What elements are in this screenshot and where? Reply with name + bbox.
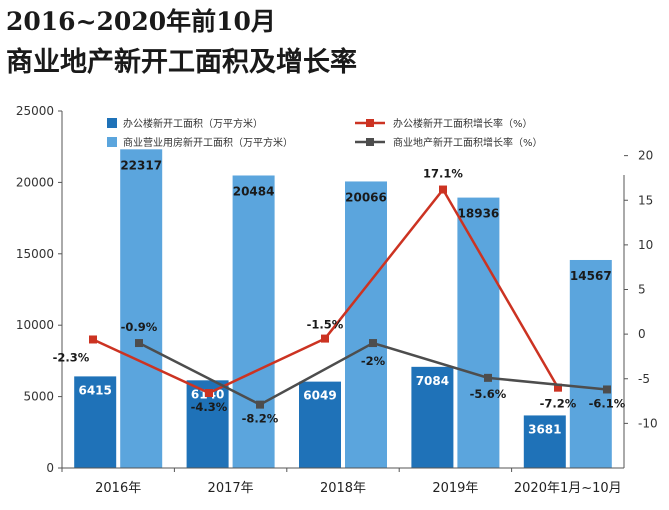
commercial-bar: [345, 181, 387, 468]
right-tick-label: 20: [638, 149, 653, 163]
commercial-growth-marker: [135, 339, 143, 348]
x-tick-label: 2016年: [95, 481, 141, 496]
office-bar: [299, 381, 341, 468]
commercial-bar: [457, 197, 500, 468]
office-bar-label: 6415: [78, 383, 111, 397]
x-tick-label: 2019年: [432, 481, 478, 496]
legend: 办公楼新开工面积（万平方米） 商业营业用房新开工面积（万平方米） 办公楼新开工面积增…: [107, 117, 543, 149]
legend-marker: [366, 119, 374, 127]
commercial-growth-label: -0.9%: [121, 320, 158, 334]
office-growth-marker: [439, 185, 447, 194]
legend-label: 办公楼新开工面积增长率（%）: [393, 117, 533, 130]
office-growth-label: -7.2%: [540, 397, 577, 411]
office-growth-label: 17.1%: [423, 167, 463, 181]
commercial-bar-label: 20066: [345, 190, 387, 204]
office-bar: [74, 376, 117, 468]
x-tick-label: 2017年: [208, 481, 254, 496]
left-tick-label: 15000: [16, 247, 54, 261]
legend-label: 商业地产新开工面积增长率（%）: [393, 136, 543, 149]
office-bar-label: 6049: [303, 389, 336, 403]
chart-subtitle: 商业地产新开工面积及增长率: [6, 47, 357, 78]
right-tick-label: 0: [638, 327, 646, 341]
office-growth-marker: [554, 383, 562, 392]
right-tick-label: -5: [638, 372, 650, 386]
right-tick-label: 15: [638, 193, 653, 207]
commercial-growth-label: -2%: [361, 354, 386, 368]
office-growth-marker: [89, 335, 97, 344]
office-bar: [523, 415, 566, 468]
commercial-bar-label: 18936: [458, 207, 500, 221]
chart-title: 2016~2020年前10月: [6, 7, 276, 36]
x-tick-label: 2020年1月~10月: [514, 481, 622, 496]
office-bar: [411, 366, 454, 468]
x-tick-label: 2018年: [320, 481, 366, 496]
axes-layer: 0500010000150002000025000-10-50510152020…: [16, 104, 658, 496]
commercial-bar-label: 14567: [570, 269, 612, 283]
left-tick-label: 5000: [23, 390, 54, 404]
commercial-bar: [120, 149, 163, 468]
office-growth-label: -2.3%: [53, 350, 90, 364]
commercial-growth-marker: [256, 400, 264, 409]
office-growth-marker: [321, 334, 329, 343]
left-tick-label: 20000: [16, 175, 54, 189]
left-tick-label: 25000: [16, 104, 54, 118]
legend-label: 办公楼新开工面积（万平方米）: [123, 117, 263, 130]
lines-layer: -2.3% -4.3% -1.5% 17.1% -7.2% -0.9% -8.2% -2% -5…: [53, 167, 626, 426]
commercial-growth-label: -5.6%: [470, 387, 507, 401]
office-growth-marker: [205, 389, 213, 398]
office-bar-label: 3681: [528, 422, 561, 436]
commercial-growth-label: -6.1%: [589, 396, 626, 410]
legend-swatch: [107, 118, 117, 128]
commercial-growth-label: -8.2%: [242, 412, 279, 426]
legend-label: 商业营业用房新开工面积（万平方米）: [123, 136, 293, 149]
office-growth-label: -4.3%: [191, 400, 228, 414]
left-tick-label: 10000: [16, 318, 54, 332]
commercial-growth-marker: [484, 373, 492, 382]
commercial-growth-marker: [603, 385, 611, 394]
right-tick-label: 10: [638, 238, 653, 252]
legend-marker: [366, 138, 374, 146]
right-tick-label: 5: [638, 283, 646, 297]
office-bar-label: 7084: [416, 374, 449, 388]
commercial-bar-label: 20484: [233, 184, 275, 198]
commercial-bar: [232, 175, 275, 469]
legend-swatch: [107, 137, 117, 147]
commercial-bar-label: 22317: [120, 158, 162, 172]
commercial-growth-marker: [369, 339, 377, 348]
bars-layer: 6415614060497084368122317204842006618936…: [74, 149, 612, 469]
right-tick-label: -10: [638, 416, 658, 430]
left-tick-label: 0: [46, 461, 54, 475]
commercial-bar: [569, 259, 612, 468]
office-growth-label: -1.5%: [307, 318, 344, 332]
